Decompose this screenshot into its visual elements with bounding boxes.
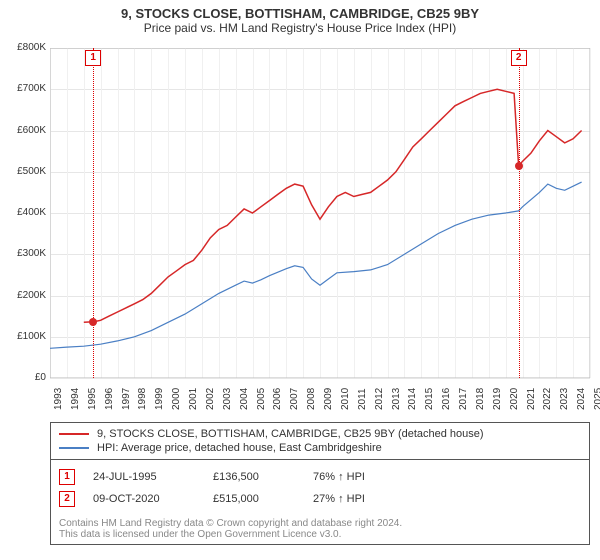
x-tick-label: 2023	[559, 388, 570, 410]
x-tick-label: 2018	[475, 388, 486, 410]
legend-swatch-hpi	[59, 447, 89, 449]
legend-box: 9, STOCKS CLOSE, BOTTISHAM, CAMBRIDGE, C…	[50, 422, 590, 460]
legend-row-hpi: HPI: Average price, detached house, East…	[59, 441, 581, 455]
chart-container: 9, STOCKS CLOSE, BOTTISHAM, CAMBRIDGE, C…	[0, 0, 600, 560]
x-tick-label: 2021	[526, 388, 537, 410]
legend-swatch-price	[59, 433, 89, 435]
transaction-row-2: 2 09-OCT-2020 £515,000 27% ↑ HPI	[59, 488, 581, 510]
x-tick-label: 2016	[441, 388, 452, 410]
x-tick-label: 2013	[391, 388, 402, 410]
x-tick-label: 2014	[407, 388, 418, 410]
legend-label-price: 9, STOCKS CLOSE, BOTTISHAM, CAMBRIDGE, C…	[97, 428, 484, 440]
txn-price-1: £136,500	[213, 471, 313, 483]
footer-line-1: Contains HM Land Registry data © Crown c…	[59, 518, 581, 529]
x-tick-label: 2000	[171, 388, 182, 410]
transaction-row-1: 1 24-JUL-1995 £136,500 76% ↑ HPI	[59, 466, 581, 488]
x-tick-label: 1999	[154, 388, 165, 410]
x-tick-label: 2010	[340, 388, 351, 410]
y-tick-label: £100K	[2, 331, 46, 342]
x-tick-label: 2020	[509, 388, 520, 410]
legend-label-hpi: HPI: Average price, detached house, East…	[97, 442, 382, 454]
x-tick-label: 2004	[239, 388, 250, 410]
txn-pct-1: 76% ↑ HPI	[313, 471, 433, 483]
txn-badge-1: 1	[59, 469, 75, 485]
footer-box: Contains HM Land Registry data © Crown c…	[50, 514, 590, 545]
x-tick-label: 2008	[306, 388, 317, 410]
marker-dot	[515, 162, 523, 170]
y-tick-label: £500K	[2, 166, 46, 177]
chart-subtitle: Price paid vs. HM Land Registry's House …	[0, 21, 600, 39]
x-tick-label: 2022	[542, 388, 553, 410]
y-tick-label: £700K	[2, 83, 46, 94]
txn-date-1: 24-JUL-1995	[93, 471, 213, 483]
y-tick-label: £800K	[2, 42, 46, 53]
txn-date-2: 09-OCT-2020	[93, 493, 213, 505]
y-tick-label: £400K	[2, 207, 46, 218]
txn-badge-2: 2	[59, 491, 75, 507]
marker-badge: 1	[85, 50, 101, 66]
x-tick-label: 1993	[53, 388, 64, 410]
y-tick-label: £600K	[2, 125, 46, 136]
x-tick-label: 2006	[272, 388, 283, 410]
footer-line-2: This data is licensed under the Open Gov…	[59, 529, 581, 540]
x-tick-label: 2007	[289, 388, 300, 410]
x-tick-label: 2015	[424, 388, 435, 410]
txn-price-2: £515,000	[213, 493, 313, 505]
x-tick-label: 2009	[323, 388, 334, 410]
x-tick-label: 2003	[222, 388, 233, 410]
plot-area: 12	[50, 48, 590, 378]
x-tick-label: 1998	[137, 388, 148, 410]
x-tick-label: 1995	[87, 388, 98, 410]
x-tick-label: 2019	[492, 388, 503, 410]
x-tick-label: 2025	[593, 388, 600, 410]
transactions-box: 1 24-JUL-1995 £136,500 76% ↑ HPI 2 09-OC…	[50, 460, 590, 517]
marker-badge: 2	[511, 50, 527, 66]
marker-vline	[519, 48, 520, 378]
legend-row-price: 9, STOCKS CLOSE, BOTTISHAM, CAMBRIDGE, C…	[59, 427, 581, 441]
x-tick-label: 2017	[458, 388, 469, 410]
x-tick-label: 2005	[256, 388, 267, 410]
chart-title: 9, STOCKS CLOSE, BOTTISHAM, CAMBRIDGE, C…	[0, 0, 600, 21]
marker-vline	[93, 48, 94, 378]
x-tick-label: 2002	[205, 388, 216, 410]
x-tick-label: 2001	[188, 388, 199, 410]
x-tick-label: 1997	[121, 388, 132, 410]
y-tick-label: £200K	[2, 290, 46, 301]
x-tick-label: 1996	[104, 388, 115, 410]
x-tick-label: 2012	[374, 388, 385, 410]
txn-pct-2: 27% ↑ HPI	[313, 493, 433, 505]
x-tick-label: 1994	[70, 388, 81, 410]
y-tick-label: £300K	[2, 248, 46, 259]
x-tick-label: 2011	[357, 388, 368, 410]
y-tick-label: £0	[2, 372, 46, 383]
plot-svg	[50, 48, 590, 378]
x-tick-label: 2024	[576, 388, 587, 410]
marker-dot	[89, 318, 97, 326]
